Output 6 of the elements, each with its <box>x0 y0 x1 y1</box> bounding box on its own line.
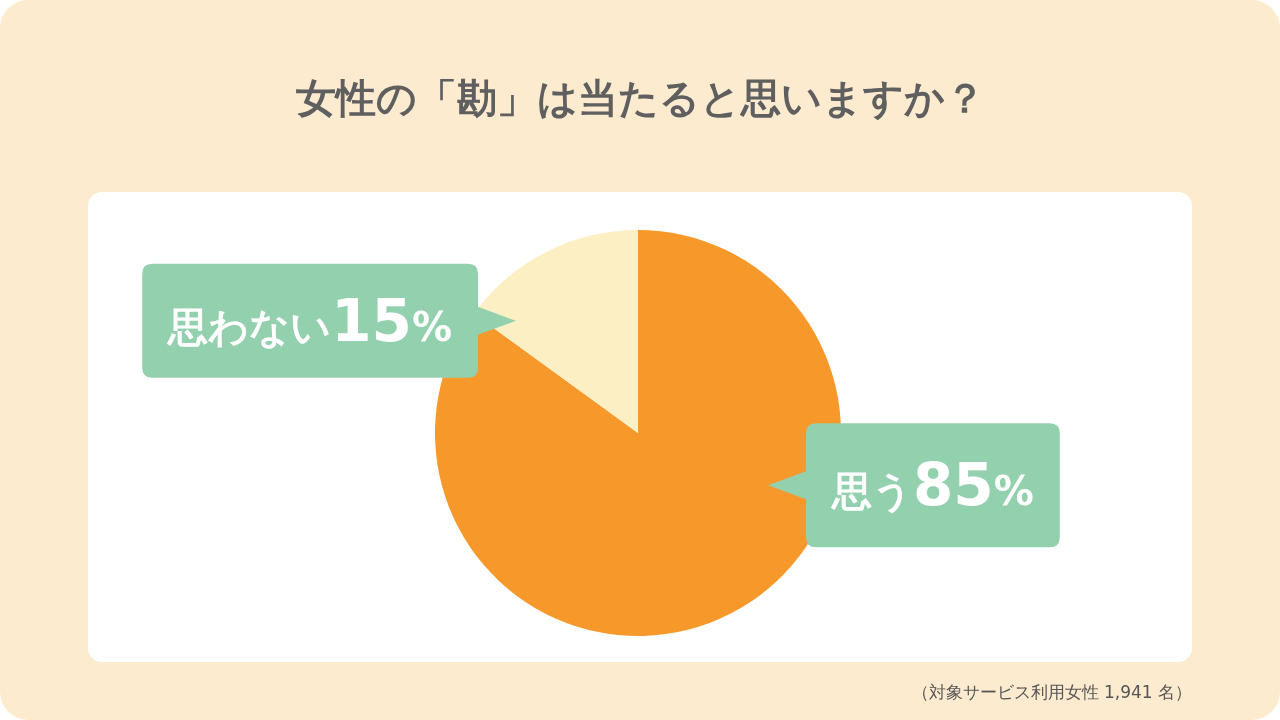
data-label: 15% <box>331 286 452 355</box>
data-label: 85% <box>913 451 1034 520</box>
slice-label: 思わない <box>166 303 332 350</box>
chart-title: 女性の「勘」は当たると思いますか？ <box>295 75 985 121</box>
slice-label: 思う <box>830 468 913 515</box>
text: （対象サービス利用女性 1,941 名） <box>911 682 1192 702</box>
